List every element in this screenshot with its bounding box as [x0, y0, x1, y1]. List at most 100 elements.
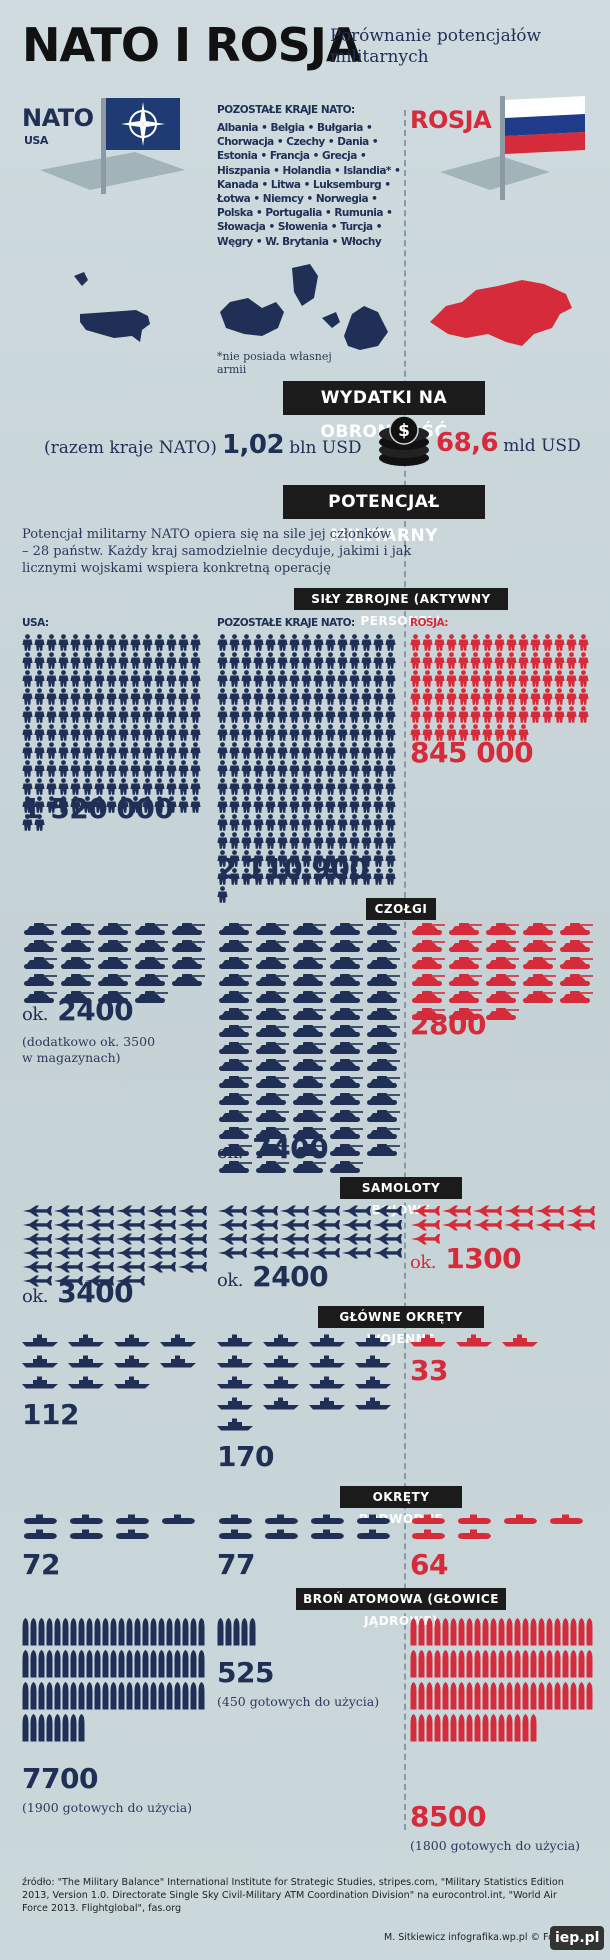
soldier-icon — [166, 778, 177, 795]
tank-icon — [219, 940, 252, 952]
soldier-icon — [253, 652, 264, 669]
soldier-icon — [94, 742, 105, 759]
source-line: źródło: "The Military Balance" Internati… — [22, 1877, 564, 1888]
tank-icon — [293, 1076, 326, 1088]
soldier-icon — [253, 850, 264, 867]
warship-icon — [22, 1334, 58, 1347]
warhead-icon — [158, 1682, 165, 1710]
tank-icon — [412, 940, 445, 952]
tank-icon — [219, 1008, 252, 1020]
soldier-icon — [373, 670, 384, 687]
warhead-icon — [70, 1682, 77, 1710]
soldier-icon — [166, 760, 177, 777]
jet-icon — [249, 1205, 278, 1217]
soldier-icon — [166, 742, 177, 759]
subtitle-line-1: Porównanie potencjałów — [330, 26, 542, 46]
soldier-icon — [458, 706, 469, 723]
soldier-icon — [217, 670, 228, 687]
soldier-icon — [325, 706, 336, 723]
soldier-icon — [178, 634, 189, 651]
aircraft-others-number: 2400 — [252, 1260, 329, 1293]
soldier-icon — [142, 706, 153, 723]
soldier-icon — [313, 778, 324, 795]
soldier-icon — [349, 850, 360, 867]
soldier-icon — [253, 688, 264, 705]
soldier-icon — [337, 688, 348, 705]
warhead-icon — [418, 1650, 425, 1678]
soldier-icon — [178, 760, 189, 777]
warhead-icon — [102, 1618, 109, 1646]
warhead-icon — [110, 1682, 117, 1710]
soldier-icon — [301, 814, 312, 831]
warhead-icon — [450, 1618, 457, 1646]
country-line: Polska • Portugalia • Rumunia • — [217, 207, 393, 220]
soldier-icon — [241, 706, 252, 723]
tank-icon — [219, 1144, 252, 1156]
submarines-banner: OKRĘTY PODWODNE — [340, 1486, 462, 1526]
tank-icon — [560, 940, 593, 952]
soldier-icon — [106, 778, 117, 795]
subtitle-line-2: militarnych — [330, 47, 429, 67]
soldier-icon — [542, 706, 553, 723]
soldier-icon — [566, 634, 577, 651]
soldier-icon — [118, 760, 129, 777]
jet-icon — [116, 1261, 145, 1273]
submarine-icon — [311, 1529, 344, 1539]
tank-icon — [523, 940, 556, 952]
warhead-icon — [554, 1682, 561, 1710]
warhead-icon — [174, 1618, 181, 1646]
soldier-icon — [373, 796, 384, 813]
soldier-icon — [434, 634, 445, 651]
personnel-usa-grid — [22, 634, 207, 831]
soldier-icon — [154, 670, 165, 687]
soldier-icon — [422, 706, 433, 723]
warhead-icon — [482, 1618, 489, 1646]
soldier-icon — [494, 706, 505, 723]
tank-icon — [219, 1127, 252, 1139]
warhead-icon — [142, 1618, 149, 1646]
soldier-icon — [325, 868, 336, 885]
soldier-icon — [118, 688, 129, 705]
soldier-icon — [178, 742, 189, 759]
warhead-icon — [30, 1618, 37, 1646]
soldier-icon — [82, 706, 93, 723]
soldier-icon — [58, 778, 69, 795]
tanks-usa-note: (dodatkowo ok. 3500 w magazynach) — [22, 1034, 155, 1066]
tank-icon — [219, 1161, 252, 1173]
soldier-icon — [422, 670, 433, 687]
tank-icon — [172, 974, 205, 986]
warhead-icon — [586, 1650, 593, 1678]
soldier-icon — [482, 670, 493, 687]
soldier-icon — [434, 706, 445, 723]
tank-icon — [330, 1042, 363, 1054]
warhead-icon — [46, 1682, 53, 1710]
soldier-icon — [277, 814, 288, 831]
tank-icon — [256, 1093, 289, 1105]
tank-icon — [135, 923, 168, 935]
soldier-icon — [70, 652, 81, 669]
tank-icon — [330, 1008, 363, 1020]
warhead-icon — [426, 1650, 433, 1678]
tank-icon — [523, 923, 556, 935]
nato-others-list: Albania • Belgia • Bułgaria • Chorwacja … — [217, 121, 401, 249]
warhead-icon — [134, 1650, 141, 1678]
country-line: Chorwacja • Czechy • Dania • — [217, 136, 379, 149]
personnel-russia-value: 845 000 — [410, 736, 534, 769]
site-logo[interactable]: iep.pl — [550, 1926, 605, 1950]
soldier-icon — [265, 688, 276, 705]
submarine-icon — [412, 1529, 445, 1539]
soldier-icon — [94, 760, 105, 777]
jet-icon — [280, 1247, 309, 1259]
submarine-icon — [116, 1529, 149, 1539]
soldier-icon — [130, 796, 141, 813]
soldier-icon — [82, 688, 93, 705]
soldier-icon — [106, 796, 117, 813]
warhead-icon — [54, 1682, 61, 1710]
soldier-icon — [277, 868, 288, 885]
warhead-icon — [126, 1682, 133, 1710]
soldier-icon — [325, 688, 336, 705]
jet-icon — [147, 1219, 176, 1231]
soldier-icon — [458, 652, 469, 669]
soldier-icon — [82, 760, 93, 777]
soldier-icon — [22, 796, 33, 813]
